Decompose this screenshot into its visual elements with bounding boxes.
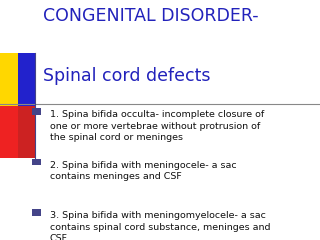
Text: 1. Spina bifida occulta- incomplete closure of
one or more vertebrae without pro: 1. Spina bifida occulta- incomplete clos… <box>50 110 264 142</box>
FancyBboxPatch shape <box>32 209 41 216</box>
Text: 2. Spina bifida with meningocele- a sac
contains meninges and CSF: 2. Spina bifida with meningocele- a sac … <box>50 161 236 181</box>
FancyBboxPatch shape <box>32 108 41 115</box>
FancyBboxPatch shape <box>0 53 18 106</box>
Text: CONGENITAL DISORDER-: CONGENITAL DISORDER- <box>43 7 259 25</box>
Text: 3. Spina bifida with meningomyelocele- a sac
contains spinal cord substance, men: 3. Spina bifida with meningomyelocele- a… <box>50 211 270 240</box>
FancyBboxPatch shape <box>18 53 35 106</box>
FancyBboxPatch shape <box>0 106 18 158</box>
FancyBboxPatch shape <box>32 159 41 165</box>
FancyBboxPatch shape <box>18 106 35 158</box>
Text: Spinal cord defects: Spinal cord defects <box>43 67 211 85</box>
